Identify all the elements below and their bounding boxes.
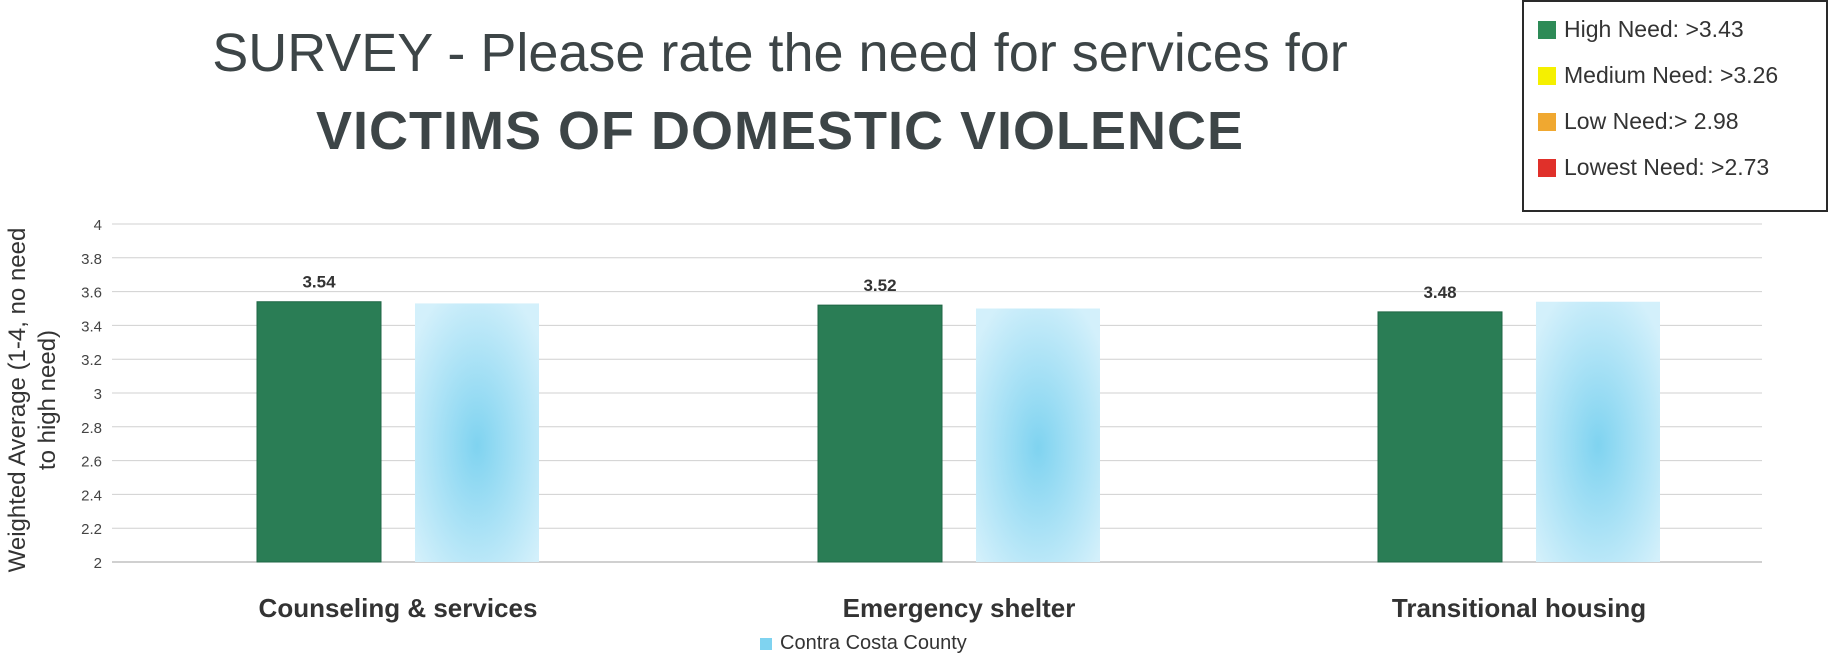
bar-series-1 xyxy=(256,301,382,563)
bar-contra-costa-county xyxy=(415,303,539,562)
y-tick-label: 3.2 xyxy=(81,352,102,369)
y-tick-label: 2.2 xyxy=(81,521,102,538)
category-label: Counseling & services xyxy=(259,593,538,623)
y-tick-label: 2.8 xyxy=(81,420,102,437)
legend-label-low-need: Low Need:> 2.98 xyxy=(1564,108,1739,134)
legend-label-medium-need: Medium Need: >3.26 xyxy=(1564,62,1779,88)
y-tick-label: 3 xyxy=(94,386,102,403)
y-tick-label: 2.6 xyxy=(81,454,102,471)
chart-title-line1: SURVEY - Please rate the need for servic… xyxy=(212,23,1348,83)
contra-costa-swatch xyxy=(760,637,772,650)
y-tick-labels: 2 2.2 2.4 2.6 2.8 3 3.2 3.4 3.6 3.8 4 xyxy=(81,217,102,572)
category-label: Emergency shelter xyxy=(843,593,1076,623)
bar-series-1 xyxy=(817,304,943,563)
data-labels: 3.54 3.52 3.48 xyxy=(302,273,1456,302)
bar-data-label: 3.52 xyxy=(863,276,896,295)
legend-item-medium-need: Medium Need: >3.26 xyxy=(1538,62,1778,89)
y-tick-label: 2.4 xyxy=(81,487,102,504)
legend-label-lowest-need: Lowest Need: >2.73 xyxy=(1564,154,1770,180)
bar-contra-costa-county xyxy=(976,308,1100,562)
series-legend: Contra Costa County xyxy=(760,632,967,655)
bar-data-label: 3.54 xyxy=(302,273,336,292)
bars xyxy=(256,301,1660,563)
high-need-swatch xyxy=(1538,20,1556,39)
legend-item-low-need: Low Need:> 2.98 xyxy=(1538,108,1739,135)
bar-data-label: 3.48 xyxy=(1423,283,1456,302)
medium-need-swatch xyxy=(1538,66,1556,85)
legend-item-high-need: High Need: >3.43 xyxy=(1538,16,1744,43)
bar-contra-costa-county xyxy=(1536,301,1660,562)
lowest-need-swatch xyxy=(1538,158,1556,177)
category-labels: Counseling & services Emergency shelter Tr… xyxy=(259,593,1647,623)
y-tick-label: 3.4 xyxy=(81,318,102,335)
category-label: Transitional housing xyxy=(1392,593,1646,623)
y-tick-label: 2 xyxy=(94,555,102,572)
low-need-swatch xyxy=(1538,112,1556,131)
bar-series-1 xyxy=(1377,311,1503,563)
y-tick-label: 3.6 xyxy=(81,285,102,302)
series-legend-label: Contra Costa County xyxy=(780,632,967,654)
legend-item-lowest-need: Lowest Need: >2.73 xyxy=(1538,154,1769,181)
legend-label-high-need: High Need: >3.43 xyxy=(1564,16,1744,42)
y-tick-label: 3.8 xyxy=(81,251,102,268)
y-tick-label: 4 xyxy=(94,217,102,234)
chart-title-line2: VICTIMS OF DOMESTIC VIOLENCE xyxy=(315,101,1245,161)
need-legend: High Need: >3.43 Medium Need: >3.26 Low … xyxy=(1522,0,1828,212)
